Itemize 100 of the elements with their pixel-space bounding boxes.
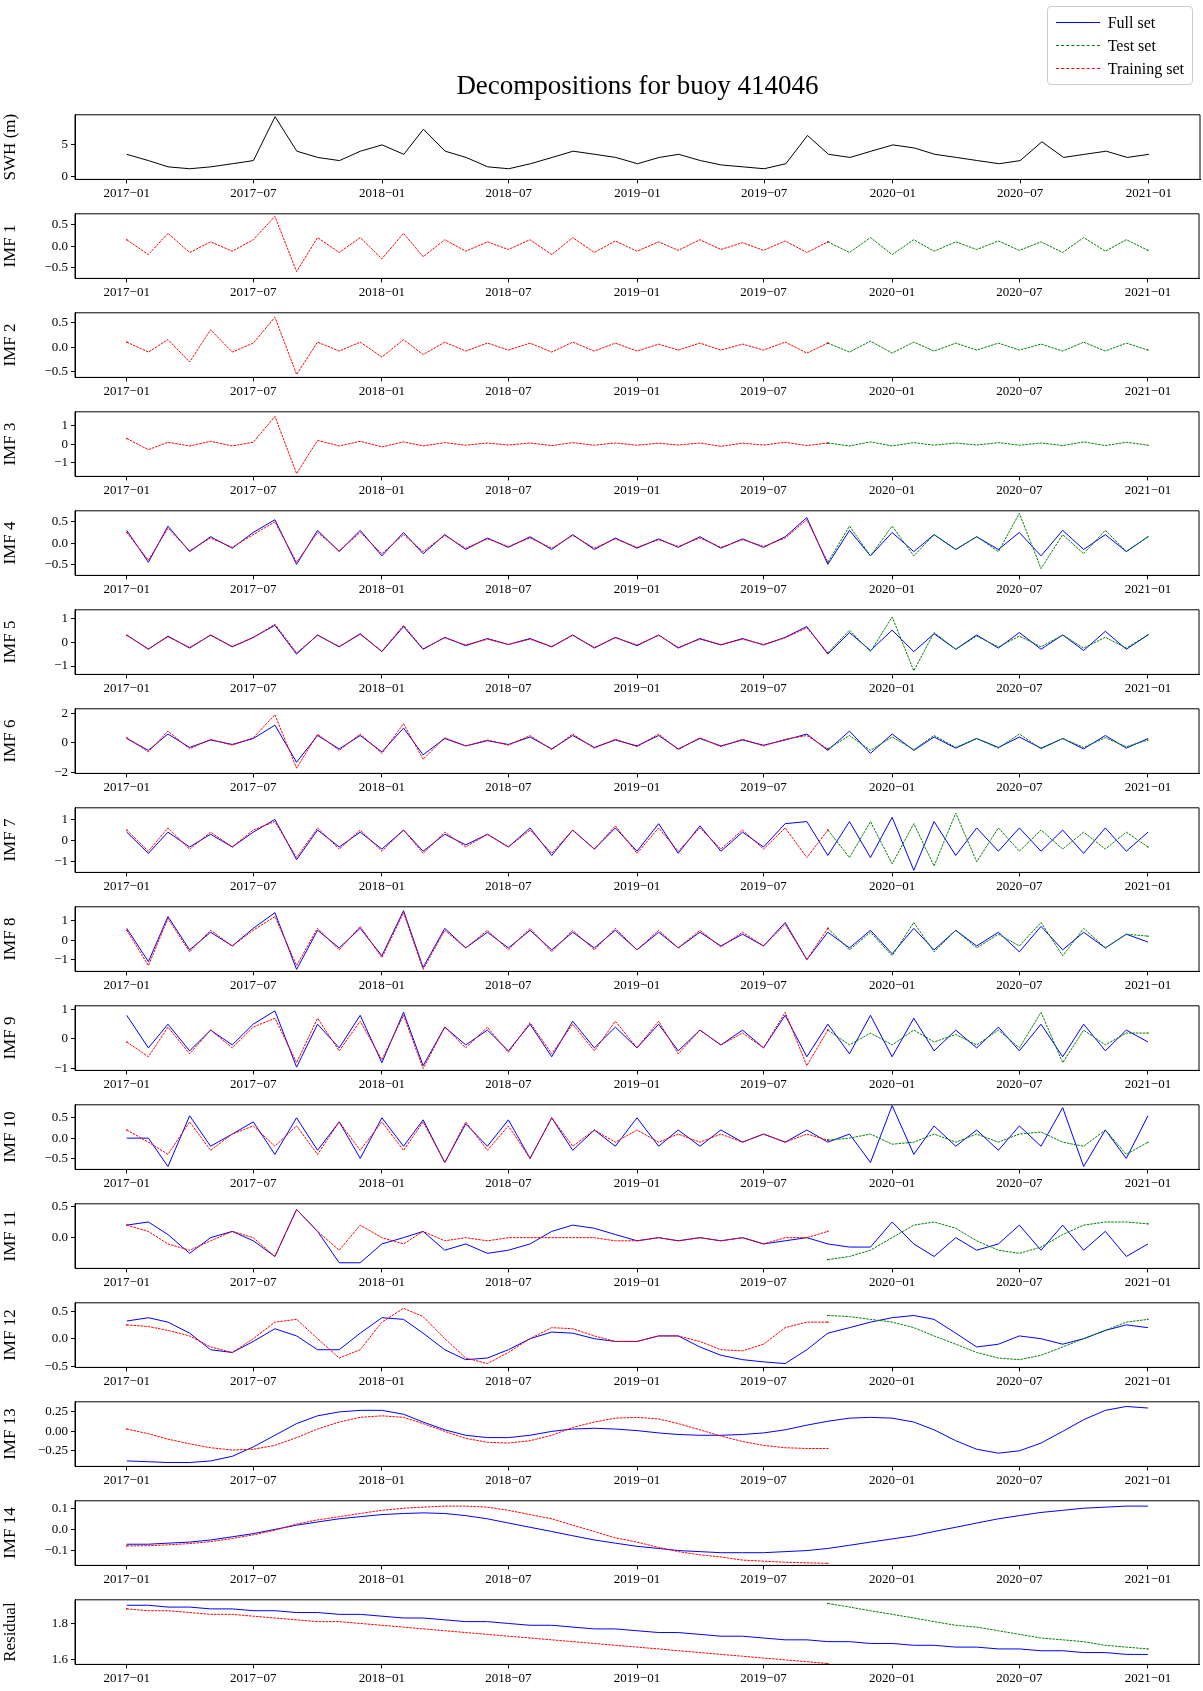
x-tick-label: 2017−01	[103, 778, 150, 794]
x-tick-label: 2018−07	[485, 184, 533, 200]
legend-label: Test set	[1107, 36, 1156, 55]
x-tick-label: 2017−07	[230, 1570, 277, 1586]
x-tick-label: 2018−01	[358, 1669, 406, 1685]
x-tick-label: 2021−01	[1124, 1174, 1172, 1190]
x-tick-label: 2021−01	[1124, 1273, 1172, 1289]
x-tick-label: 2018−07	[485, 382, 533, 398]
x-tick-label: 2019−07	[740, 184, 788, 200]
x-tick-label: 2017−01	[103, 679, 150, 695]
y-tick-label: 0.0	[51, 1129, 68, 1145]
x-tick-label: 2018−07	[485, 1174, 533, 1190]
x-tick-label: 2020−01	[868, 1273, 916, 1289]
x-tick-label: 2019−01	[613, 1075, 661, 1091]
y-tick-label: 0	[61, 167, 68, 183]
y-tick-label: 1.6	[51, 1651, 69, 1667]
x-tick-label: 2020−07	[996, 580, 1044, 596]
x-tick-label: 2017−01	[103, 580, 150, 596]
y-tick-label: 0.0	[51, 534, 68, 550]
x-tick-label: 2018−07	[485, 1372, 533, 1388]
x-tick-label: 2019−01	[613, 1174, 661, 1190]
y-axis-title: IMF 13	[0, 1408, 19, 1460]
x-tick-label: 2017−01	[103, 184, 150, 200]
x-tick-label: 2019−01	[613, 1570, 661, 1586]
line-series	[126, 1307, 829, 1365]
y-tick-label: 1	[61, 417, 68, 433]
x-tick-label: 2019−07	[740, 877, 788, 893]
x-tick-label: 2018−07	[485, 1273, 533, 1289]
x-tick-label: 2018−07	[485, 778, 533, 794]
x-tick-label: 2020−01	[868, 778, 916, 794]
x-tick-label: 2018−07	[485, 679, 533, 695]
x-tick-label: 2018−01	[358, 679, 406, 695]
y-tick-label: −1	[54, 951, 68, 967]
x-tick-label: 2020−01	[868, 877, 916, 893]
x-tick-label: 2017−01	[103, 1372, 150, 1388]
x-tick-label: 2017−01	[103, 1273, 150, 1289]
x-tick-label: 2020−01	[869, 184, 917, 200]
x-tick-label: 2019−01	[613, 580, 661, 596]
x-tick-label: 2018−01	[358, 1372, 406, 1388]
x-tick-label: 2017−07	[230, 1471, 277, 1487]
x-tick-label: 2019−01	[613, 382, 661, 398]
y-tick-label: 1.8	[51, 1614, 68, 1630]
x-tick-label: 2017−07	[230, 382, 277, 398]
y-tick-label: 0.0	[51, 237, 68, 253]
y-axis-title: IMF 9	[0, 1016, 19, 1060]
x-tick-label: 2017−07	[230, 778, 277, 794]
legend-label: Full set	[1107, 13, 1156, 32]
line-series	[827, 812, 1149, 867]
x-tick-label: 2017−01	[103, 1570, 150, 1586]
x-tick-label: 2017−01	[103, 382, 150, 398]
y-tick-label: 1	[61, 609, 68, 625]
line-series	[827, 237, 1149, 256]
x-tick-label: 2018−01	[358, 283, 406, 299]
line-series	[827, 616, 1149, 672]
x-tick-label: 2017−07	[230, 1372, 277, 1388]
x-tick-label: 2020−07	[996, 283, 1044, 299]
y-tick-label: 0.0	[51, 1330, 68, 1346]
x-tick-label: 2018−07	[485, 1669, 533, 1685]
y-tick-label: 0.5	[51, 1302, 68, 1318]
x-tick-label: 2018−07	[485, 580, 533, 596]
line-series	[126, 415, 829, 475]
x-tick-label: 2019−01	[613, 877, 661, 893]
line-series	[827, 921, 1149, 957]
x-tick-label: 2019−01	[613, 283, 661, 299]
x-tick-label: 2019−07	[740, 1174, 788, 1190]
x-tick-label: 2017−01	[103, 976, 150, 992]
x-tick-label: 2018−01	[358, 976, 406, 992]
line-series	[126, 1208, 829, 1257]
x-tick-label: 2017−07	[230, 580, 277, 596]
x-tick-label: 2018−01	[358, 382, 406, 398]
y-tick-label: 0.5	[51, 1109, 68, 1125]
x-tick-label: 2020−01	[868, 1570, 916, 1586]
x-tick-label: 2019−07	[740, 1273, 788, 1289]
x-tick-label: 2020−07	[996, 1570, 1044, 1586]
y-tick-label: 0	[61, 832, 68, 848]
x-tick-label: 2020−01	[868, 1669, 916, 1685]
y-tick-label: 1	[61, 911, 68, 927]
legend-label: Training set	[1107, 59, 1184, 78]
y-tick-label: 0	[61, 734, 68, 750]
y-tick-label: 0.5	[51, 216, 68, 232]
line-series	[126, 1117, 829, 1163]
y-axis-title: IMF 8	[0, 917, 19, 961]
x-tick-label: 2019−07	[740, 1471, 788, 1487]
x-tick-label: 2020−07	[996, 1372, 1044, 1388]
line-series	[126, 316, 829, 375]
y-tick-label: 0	[61, 633, 68, 649]
x-tick-label: 2018−07	[485, 1570, 533, 1586]
x-tick-label: 2017−01	[103, 481, 150, 497]
x-tick-label: 2018−01	[358, 1570, 406, 1586]
x-tick-label: 2021−01	[1124, 1471, 1172, 1487]
x-tick-label: 2020−07	[996, 1075, 1044, 1091]
x-tick-label: 2018−07	[485, 1075, 533, 1091]
y-tick-label: 2	[61, 704, 68, 720]
x-tick-label: 2019−07	[740, 1669, 788, 1685]
y-tick-label: 1	[61, 1000, 68, 1016]
y-axis-title: IMF 3	[0, 422, 19, 466]
x-tick-label: 2019−07	[740, 382, 788, 398]
x-tick-label: 2021−01	[1124, 1075, 1172, 1091]
x-tick-label: 2020−01	[868, 1471, 916, 1487]
x-tick-label: 2021−01	[1124, 580, 1172, 596]
